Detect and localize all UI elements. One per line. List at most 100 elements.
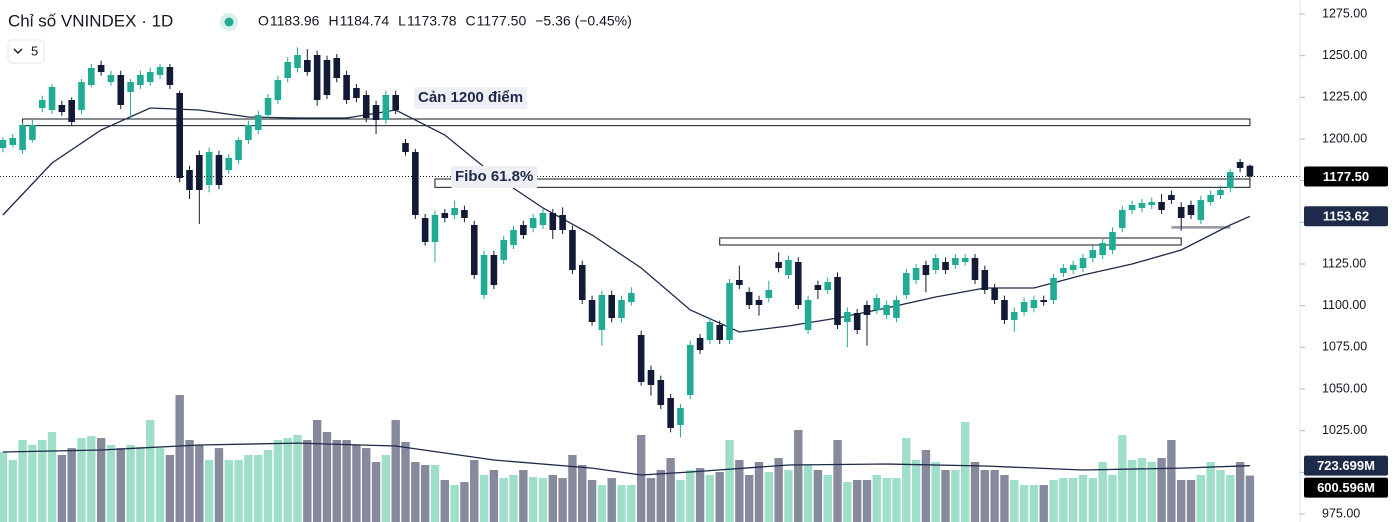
chart-title: Chỉ số VNINDEX · 1D — [8, 11, 173, 30]
candle-body — [608, 295, 616, 318]
y-tick-label: 1275.00 — [1322, 6, 1367, 20]
volume-bar — [715, 472, 724, 522]
volume-bar — [254, 454, 263, 522]
candle-body — [834, 277, 841, 325]
volume-bar — [784, 469, 793, 522]
candle-body — [1217, 190, 1224, 195]
price-tag-label: 723.699M — [1317, 458, 1375, 473]
candle-body — [1207, 195, 1214, 202]
candle-body — [1158, 202, 1165, 210]
candle-body — [775, 262, 782, 268]
annotation: Cản 1200 điểm — [418, 89, 523, 106]
candle-body — [461, 210, 468, 218]
volume-bar — [538, 478, 548, 522]
candle-body — [598, 295, 606, 330]
candle-body — [1079, 258, 1087, 268]
price-tag — [1304, 455, 1388, 476]
candle-body — [971, 258, 979, 280]
candle-body — [1099, 243, 1106, 255]
volume-bar — [0, 452, 8, 522]
volume-bar — [57, 454, 67, 522]
volume-bar — [1000, 474, 1009, 522]
volume-bar — [1235, 462, 1245, 522]
volume-bar — [725, 439, 734, 522]
volume-bar — [970, 462, 980, 522]
candle-body — [451, 208, 458, 215]
candle-body — [520, 225, 527, 235]
candle-body — [29, 125, 36, 140]
volume-bar — [833, 439, 842, 522]
volume-bar — [1137, 458, 1147, 522]
zone-box — [434, 178, 1251, 188]
candle-body — [716, 325, 724, 340]
ohlc-key: H — [328, 13, 338, 29]
candle-body — [726, 283, 733, 340]
volume-bar — [1226, 474, 1235, 522]
volume-bar — [735, 459, 744, 522]
volume-bar — [28, 444, 37, 522]
candle-body — [166, 67, 174, 85]
candle-body — [657, 380, 665, 405]
volume-bar — [1196, 474, 1206, 522]
candle-body — [431, 215, 439, 242]
volume-bar — [1216, 469, 1225, 522]
candle-body — [421, 218, 429, 242]
ma-line — [2, 107, 1251, 333]
candle-body — [510, 230, 517, 245]
volume-bar — [1176, 479, 1186, 522]
annotation: Fibo 61.8% — [455, 168, 533, 185]
candle-body — [686, 345, 694, 395]
volume-bar — [185, 439, 194, 522]
candle-body — [1246, 165, 1254, 177]
volume-bar — [882, 478, 891, 522]
annotation-bg — [451, 166, 538, 188]
volume-bar — [195, 444, 204, 522]
volume-bar — [960, 422, 970, 522]
candle-body — [392, 95, 399, 110]
volume-bar — [568, 454, 577, 522]
volume-bar — [656, 469, 666, 522]
candle-body — [588, 300, 596, 322]
volume-bar — [636, 435, 646, 522]
candle-body — [245, 125, 252, 140]
candle-body — [1109, 232, 1116, 250]
candle-body — [647, 370, 655, 385]
volume-bar — [607, 478, 616, 522]
candle-body — [176, 93, 183, 178]
volume-bar — [1068, 478, 1078, 522]
candle-body — [97, 65, 105, 72]
candle-body — [127, 82, 134, 92]
candle-body — [549, 213, 557, 230]
candle-body — [1236, 162, 1244, 168]
volume-bar — [813, 469, 823, 522]
candle-body — [1040, 300, 1048, 302]
volume-bar — [470, 459, 479, 522]
candle-body — [529, 218, 537, 228]
y-tick-label: 1050.00 — [1322, 381, 1367, 395]
volume-bar — [293, 435, 302, 522]
candle-body — [156, 67, 164, 75]
y-tick-label: 1225.00 — [1322, 90, 1367, 104]
candle-body — [824, 282, 832, 290]
candle-body — [804, 300, 812, 330]
indicator-count[interactable]: 5 — [31, 43, 38, 58]
candle-body — [785, 260, 792, 275]
ohlc-key: C — [466, 13, 476, 29]
volume-bar — [460, 481, 469, 522]
candle-body — [981, 270, 989, 290]
volume-bar — [1078, 474, 1088, 522]
volume-bar — [303, 439, 312, 522]
collapse-button[interactable] — [7, 39, 45, 64]
candle-body — [480, 255, 488, 295]
volume-bar — [695, 468, 705, 522]
candle-body — [58, 105, 66, 112]
volume-bar — [1245, 475, 1255, 522]
volume-bar — [1019, 484, 1029, 522]
volume-bar — [47, 432, 57, 522]
candle-body — [1010, 312, 1018, 320]
volume-bar — [175, 395, 184, 522]
annotation-bg — [414, 87, 528, 109]
volume-bar — [1059, 478, 1068, 522]
candle-body — [578, 265, 586, 300]
